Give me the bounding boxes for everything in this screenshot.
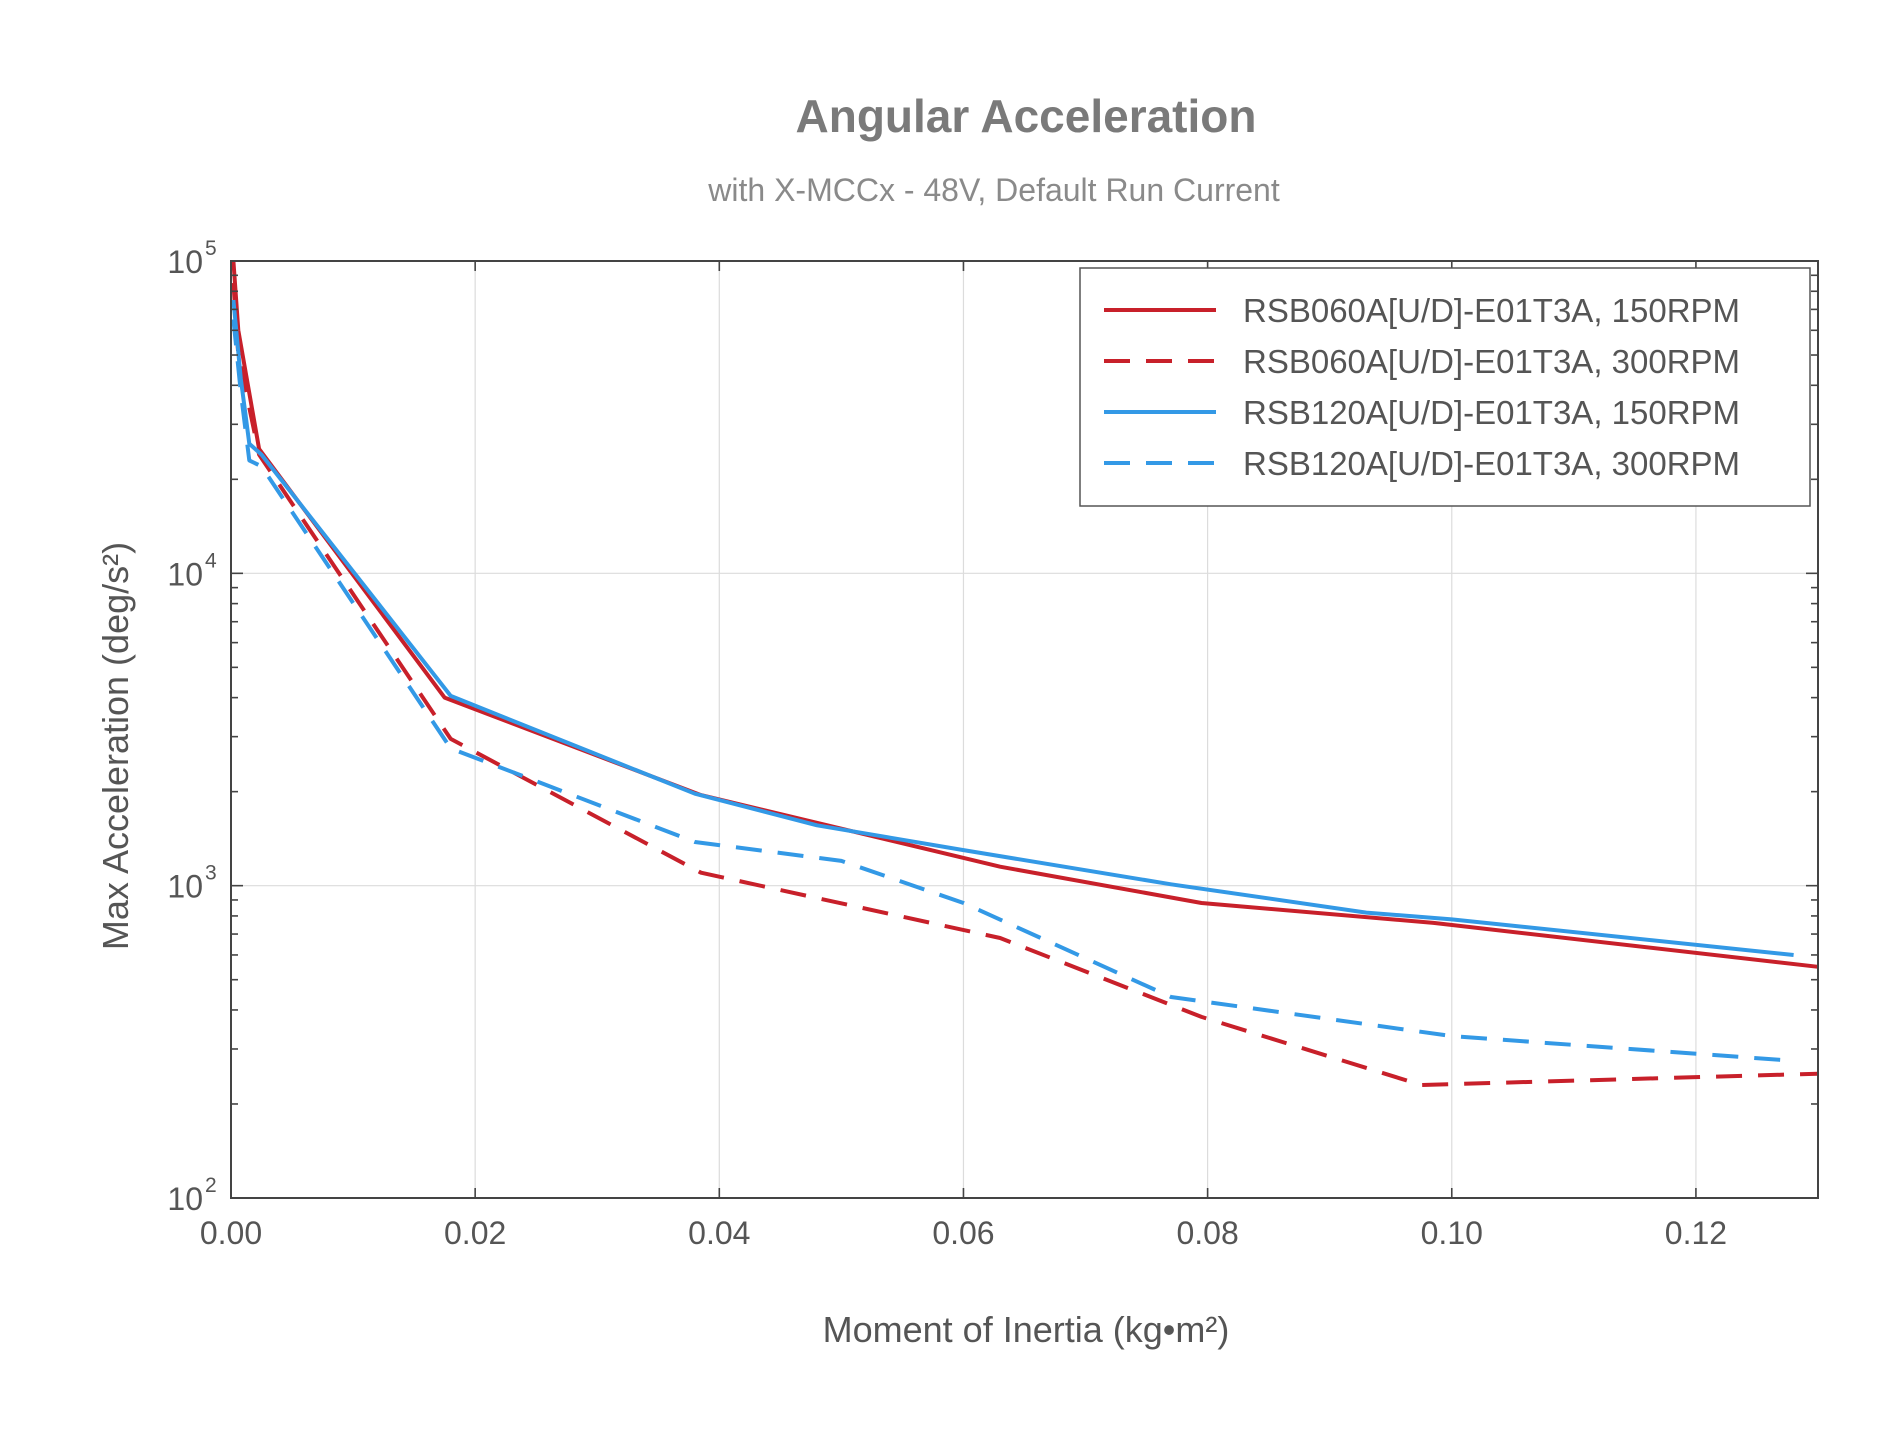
x-axis-label: Moment of Inertia (kg•m²) [823,1309,1230,1350]
x-tick-label: 0.08 [1176,1215,1238,1251]
y-tick-label: 10 3 [167,862,216,905]
series-line-3 [231,299,1794,957]
legend-label: RSB060A[U/D]-E01T3A, 300RPM [1243,343,1740,380]
chart-title: Angular Acceleration [796,90,1257,142]
y-tick-base: 10 [167,869,203,905]
y-tick-base: 10 [167,556,203,592]
y-tick-base: 10 [167,1181,203,1217]
y-tick-base: 10 [167,244,203,280]
legend-entry: RSB120A[U/D]-E01T3A, 150RPM [1104,394,1740,431]
x-tick-label: 0.06 [932,1215,994,1251]
y-tick-exponent: 2 [205,1174,217,1197]
x-tick-label: 0.12 [1665,1215,1727,1251]
y-tick-exponent: 5 [205,237,217,260]
legend-label: RSB120A[U/D]-E01T3A, 300RPM [1243,445,1740,482]
y-tick-label: 10 4 [167,549,217,592]
y-axis-label: Max Acceleration (deg/s²) [95,542,136,950]
x-tick-label: 0.04 [688,1215,750,1251]
ticks [230,260,1818,1199]
legend-entry: RSB060A[U/D]-E01T3A, 150RPM [1104,292,1740,329]
legend-box [1079,267,1811,507]
x-tick-labels: 0.00 0.02 0.04 0.06 0.08 0.10 0.12 [200,1215,1727,1251]
series-layer [231,260,1819,1087]
legend-label: RSB120A[U/D]-E01T3A, 150RPM [1243,394,1740,431]
plot-frame [230,260,1819,1199]
x-tick-label: 0.10 [1421,1215,1483,1251]
legend-label: RSB060A[U/D]-E01T3A, 150RPM [1243,292,1740,329]
chart-subtitle: with X-MCCx - 48V, Default Run Current [707,172,1280,208]
y-tick-exponent: 3 [205,862,217,885]
x-tick-label: 0.00 [200,1215,262,1251]
series-line-4 [231,319,1794,1063]
y-tick-label: 10 2 [167,1174,216,1217]
legend: RSB060A[U/D]-E01T3A, 150RPM RSB060A[U/D]-… [1079,267,1811,507]
y-tick-label: 10 5 [167,237,216,280]
legend-entry: RSB120A[U/D]-E01T3A, 300RPM [1104,445,1740,482]
series-line-2 [231,282,1819,1087]
y-tick-exponent: 4 [205,549,217,572]
x-tick-label: 0.02 [444,1215,506,1251]
legend-entry: RSB060A[U/D]-E01T3A, 300RPM [1104,343,1740,380]
